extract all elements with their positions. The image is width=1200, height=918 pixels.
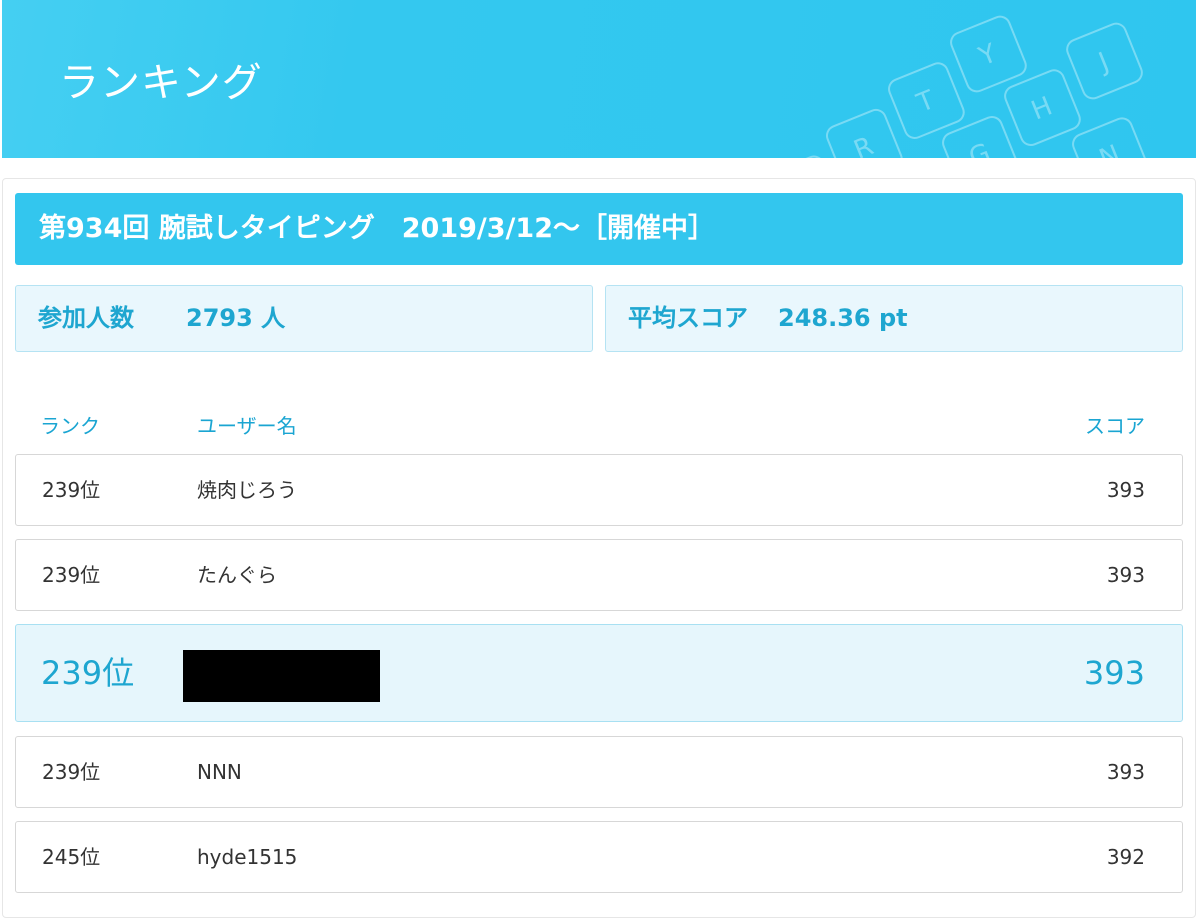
key-outline — [888, 62, 965, 139]
ranking-row: 245位 hyde1515 392 — [15, 821, 1183, 893]
key-outline — [942, 115, 1019, 158]
key-letter: J — [1093, 47, 1113, 78]
key-outline — [1072, 117, 1149, 158]
key-letter: Y — [974, 38, 1001, 72]
stat-value: 2793 人 — [186, 304, 286, 332]
key-letter: T — [912, 85, 939, 119]
stat-box: 平均スコア 248.36 pt — [605, 285, 1183, 352]
column-header: ユーザー名 — [197, 414, 297, 438]
rank: 245位 — [42, 845, 101, 869]
key-group: WERTYFGHJBN — [763, 15, 1149, 158]
rank: 239位 — [41, 654, 135, 692]
key-outline — [1004, 69, 1081, 147]
key-outline — [1066, 22, 1143, 100]
key-outline — [950, 15, 1027, 93]
score: 392 — [1106, 845, 1145, 869]
stat-label: 平均スコア — [628, 304, 748, 332]
header-title: ランキング — [59, 60, 263, 106]
column-header: スコア — [1085, 414, 1145, 438]
redacted-name — [183, 650, 380, 702]
ranking-row: 239位 NNN 393 — [15, 736, 1183, 808]
key-outline — [763, 155, 841, 158]
key-letter: R — [850, 131, 878, 158]
user-name: たんぐら — [197, 563, 277, 587]
key-letter: G — [965, 138, 995, 158]
rank: 239位 — [42, 478, 101, 502]
column-header: ランク — [40, 414, 100, 438]
ranking-row: 239位 393 — [15, 624, 1183, 722]
user-name: NNN — [197, 760, 242, 784]
ranking-row: 239位 たんぐら 393 — [15, 539, 1183, 611]
contest-title: 第934回 腕試しタイピング 2019/3/12〜［開催中］ — [15, 193, 1183, 265]
score: 393 — [1106, 760, 1145, 784]
user-name: 焼肉じろう — [197, 478, 297, 502]
header: WERTYFGHJBN ランキング — [2, 0, 1196, 158]
key-outline — [825, 108, 903, 158]
rank: 239位 — [42, 760, 101, 784]
user-name: hyde1515 — [197, 845, 298, 869]
ranking-row: 239位 焼肉じろう 393 — [15, 454, 1183, 526]
stat-label: 参加人数 — [38, 304, 134, 332]
score: 393 — [1083, 654, 1145, 692]
keyboard-decoration: WERTYFGHJBN — [763, 15, 1149, 158]
stat-value: 248.36 pt — [778, 304, 908, 332]
score: 393 — [1106, 563, 1145, 587]
key-letter: H — [1027, 91, 1056, 126]
stat-box: 参加人数 2793 人 — [15, 285, 593, 352]
rank: 239位 — [42, 563, 101, 587]
score: 393 — [1106, 478, 1145, 502]
key-letter: N — [1095, 139, 1124, 158]
